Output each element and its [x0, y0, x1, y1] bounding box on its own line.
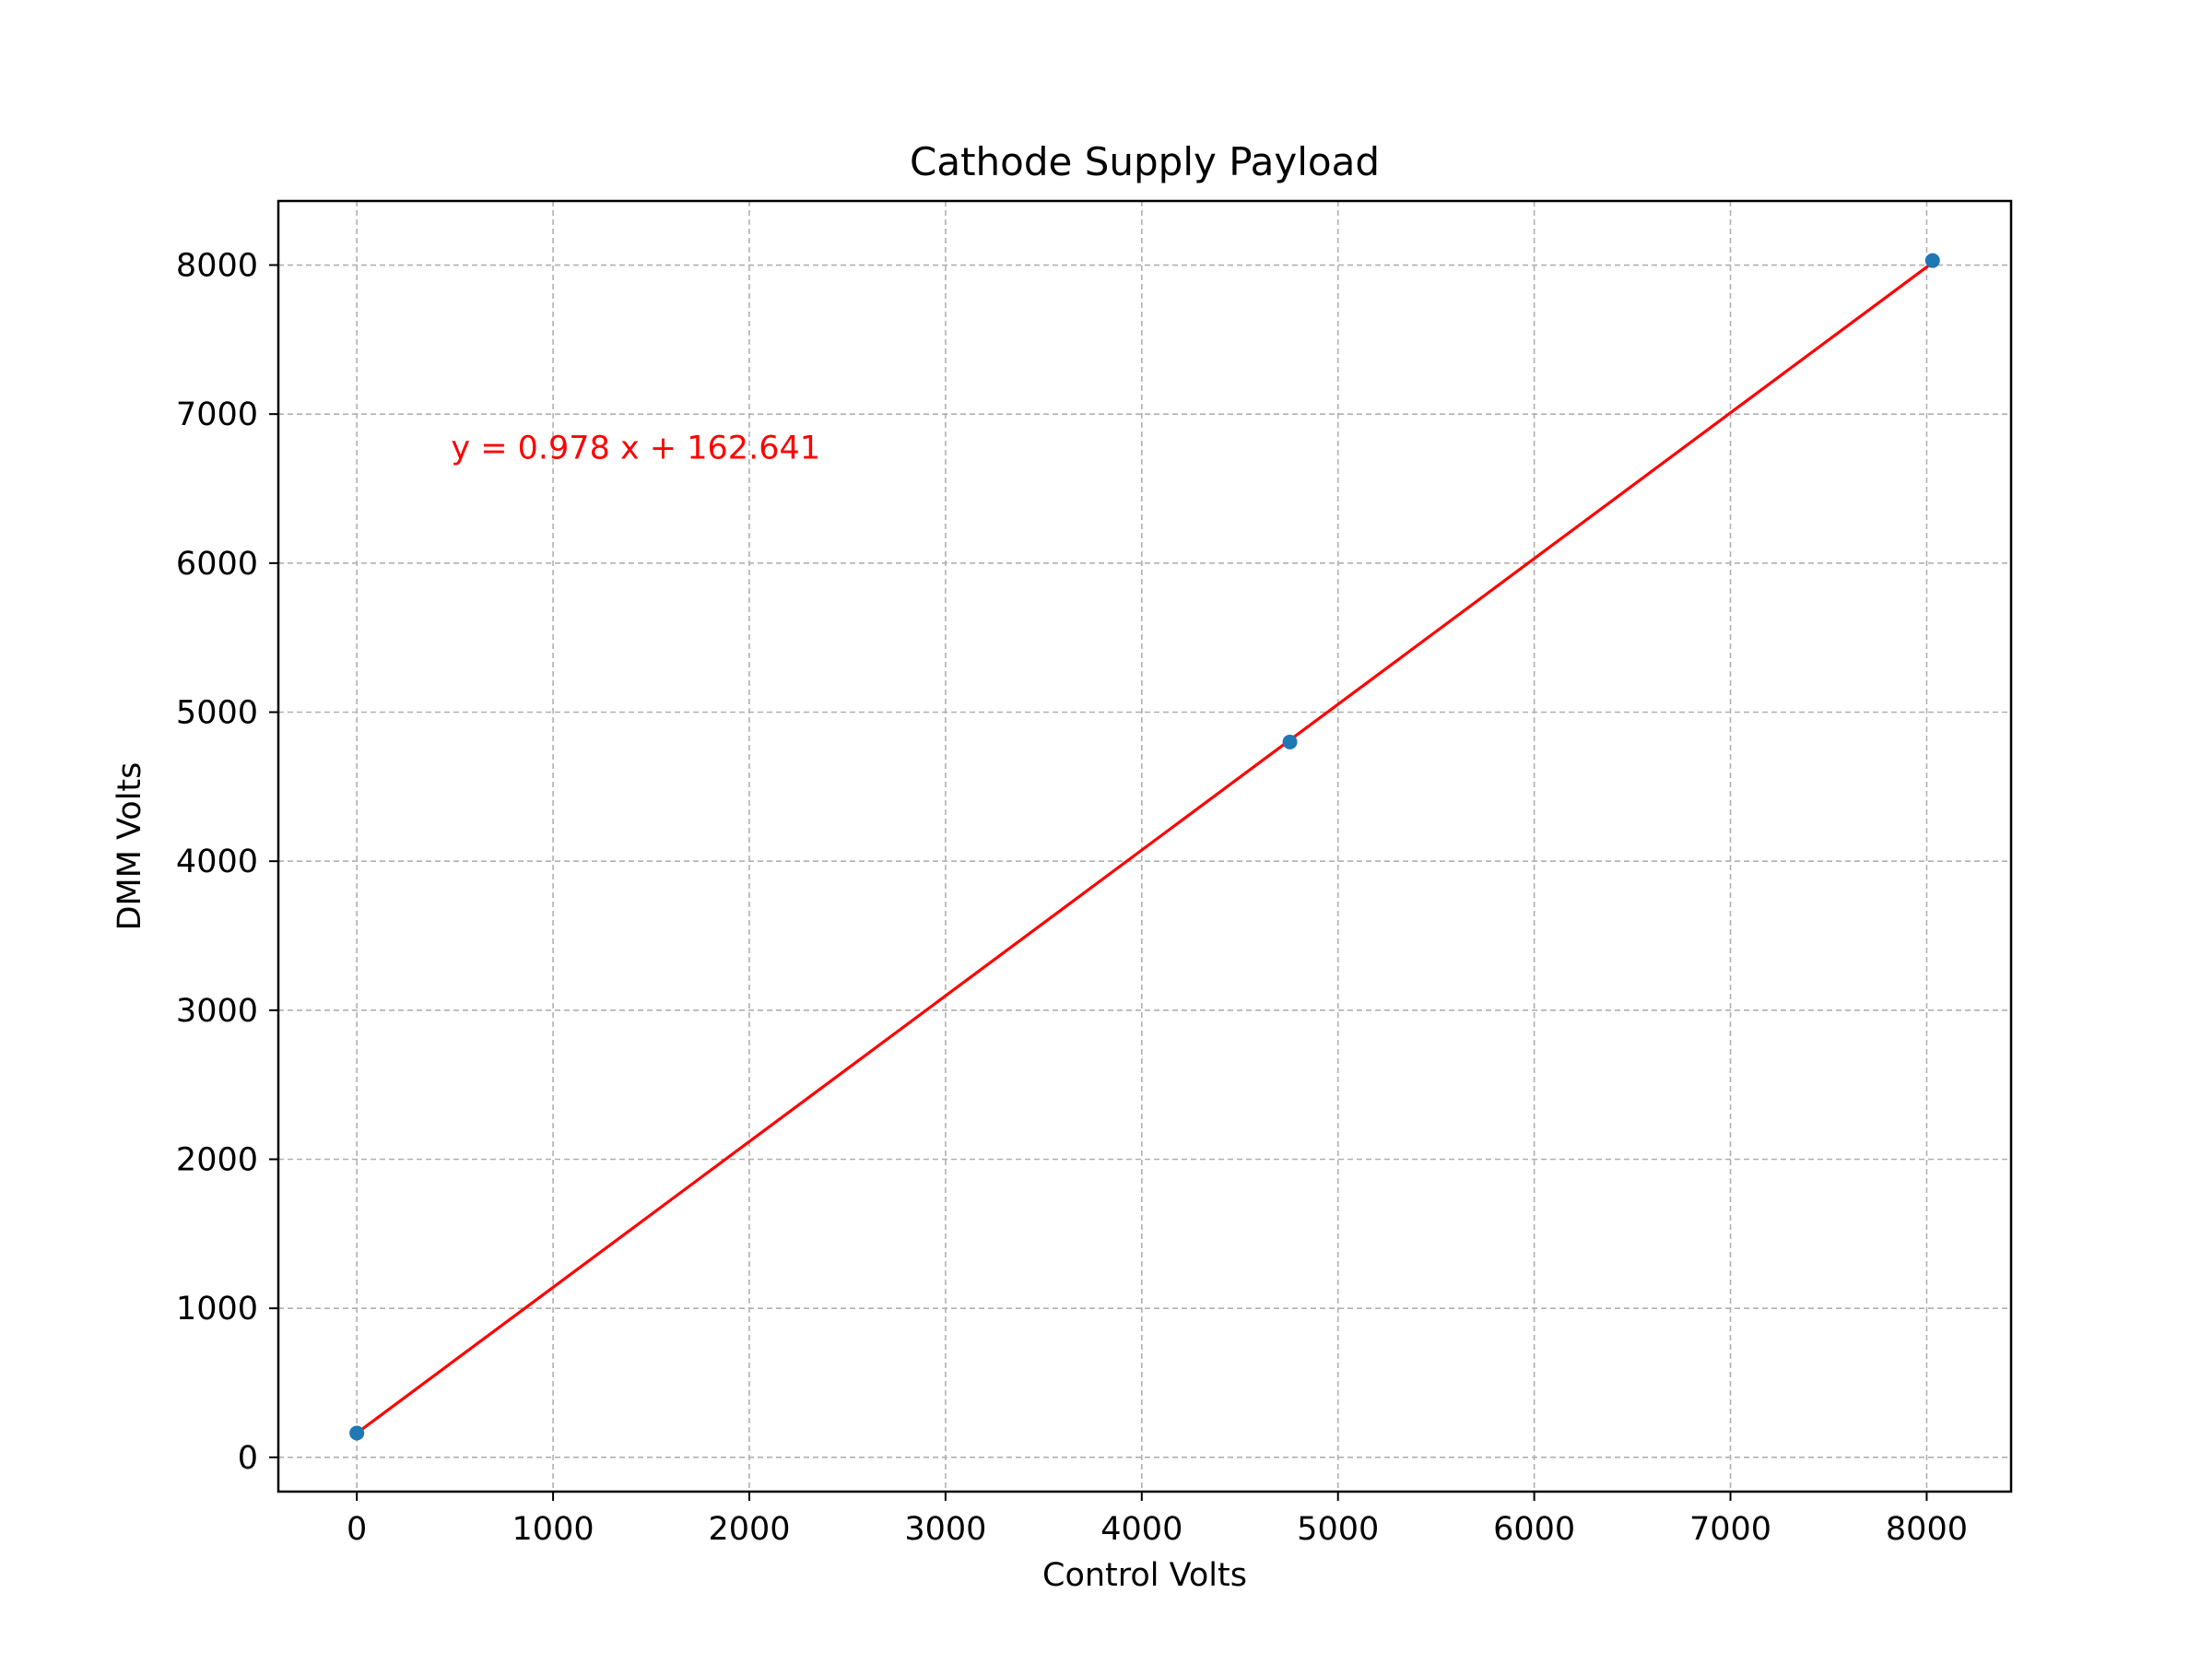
- plot-area-frame: [276, 199, 2013, 1493]
- x-tick-label: 0: [347, 1511, 367, 1548]
- x-tick-label: 2000: [708, 1511, 790, 1548]
- x-tick-label: 6000: [1493, 1511, 1575, 1548]
- grid: [278, 201, 2011, 1492]
- y-tick-label: 5000: [176, 695, 258, 732]
- chart-title: Cathode Supply Payload: [910, 139, 1380, 184]
- fit-equation-annotation: y = 0.978 x + 162.641: [451, 431, 820, 467]
- data-point: [1282, 734, 1298, 749]
- x-tick-label: 8000: [1886, 1511, 1968, 1548]
- x-axis-label: Control Volts: [1042, 1557, 1247, 1594]
- fit-line: [356, 261, 1934, 1434]
- fit-line-layer: [356, 261, 1934, 1434]
- y-tick-label: 3000: [176, 993, 258, 1030]
- x-tick-label: 7000: [1689, 1511, 1771, 1548]
- x-tick-label: 4000: [1100, 1511, 1182, 1548]
- y-tick-label: 4000: [176, 844, 258, 880]
- x-tick-label: 3000: [904, 1511, 986, 1548]
- y-tick-label: 0: [238, 1440, 258, 1477]
- y-axis-label: DMM Volts: [112, 762, 148, 931]
- data-point: [349, 1425, 365, 1441]
- y-tick-label: 1000: [176, 1291, 258, 1328]
- y-tick-label: 6000: [176, 546, 258, 583]
- y-tick-label: 7000: [176, 396, 258, 433]
- x-tick-label: 5000: [1297, 1511, 1379, 1548]
- y-tick-label: 2000: [176, 1141, 258, 1178]
- x-tick-label: 1000: [512, 1511, 594, 1548]
- x-axis-ticks: 0 1000 2000 3000 4000 5000 6000 7000 8000: [347, 1492, 1968, 1548]
- data-point: [1924, 253, 1940, 268]
- y-tick-label: 8000: [176, 248, 258, 285]
- points-layer: [349, 253, 1940, 1441]
- y-axis-ticks: 0 1000 2000 3000 4000 5000 6000 7000 8000: [176, 248, 278, 1477]
